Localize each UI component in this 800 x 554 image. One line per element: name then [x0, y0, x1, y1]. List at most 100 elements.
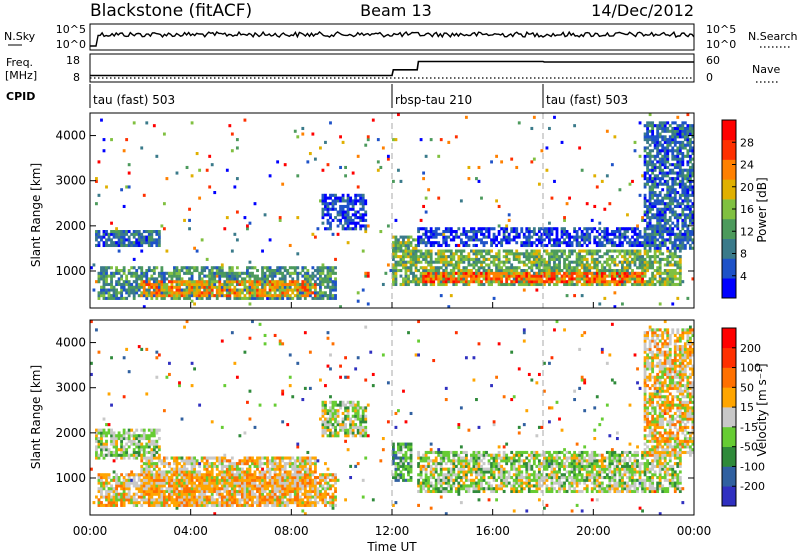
heatmap-cell: [215, 481, 219, 485]
heatmap-cell: [525, 263, 529, 267]
heatmap-cell: [170, 501, 174, 505]
heatmap-cell: [525, 243, 529, 248]
heatmap-cell: [162, 473, 166, 477]
heatmap-cell: [243, 459, 247, 463]
heatmap-cell: [495, 263, 498, 267]
heatmap-cell: [183, 462, 186, 466]
heatmap-cell: [228, 484, 232, 488]
heatmap-cell: [668, 191, 672, 195]
heatmap-cell: [160, 473, 164, 477]
heatmap-cell: [213, 280, 217, 284]
heatmap-cell: [633, 243, 637, 248]
heatmap-cell: [266, 456, 269, 460]
heatmap-cell: [271, 487, 275, 491]
heatmap-cell: [303, 282, 307, 287]
heatmap-cell: [490, 249, 493, 253]
heatmap-cell: [253, 274, 257, 278]
heatmap-cell: [321, 291, 325, 295]
heatmap-cell: [631, 235, 634, 239]
heatmap-cell: [178, 288, 181, 292]
heatmap-cell: [238, 271, 242, 275]
heatmap-cell: [482, 255, 486, 259]
heatmap-cell: [157, 271, 161, 275]
heatmap-cell: [615, 282, 619, 287]
heatmap-cell: [399, 241, 403, 245]
heatmap-cell: [578, 235, 582, 239]
heatmap-cell: [575, 277, 579, 281]
heatmap-cell: [487, 274, 491, 278]
heatmap-cell: [288, 296, 292, 300]
heatmap-cell: [663, 221, 667, 225]
heatmap-cell: [449, 294, 453, 298]
heatmap-cell: [678, 185, 682, 189]
heatmap-cell: [140, 464, 144, 468]
heatmap-cell: [137, 442, 141, 446]
heatmap-cell: [610, 243, 614, 248]
heatmap-cell: [273, 296, 277, 300]
heatmap-cell: [195, 489, 199, 494]
heatmap-cell: [152, 285, 156, 289]
freq-label: Freq.: [6, 56, 33, 69]
heatmap-cell: [663, 224, 667, 228]
heatmap-cell: [376, 160, 380, 164]
heatmap-cell: [198, 296, 202, 300]
heatmap-cell: [464, 266, 468, 270]
heatmap-cell: [392, 138, 395, 142]
heatmap-cell: [673, 241, 677, 245]
heatmap-cell: [185, 492, 189, 496]
heatmap-cell: [688, 182, 692, 186]
heatmap-cell: [301, 291, 305, 295]
heatmap-cell: [321, 277, 325, 281]
heatmap-cell: [550, 252, 554, 256]
heatmap-cell: [666, 255, 670, 259]
heatmap-cell: [595, 230, 599, 234]
heatmap-cell: [417, 238, 420, 242]
heatmap-cell: [120, 282, 124, 287]
heatmap-cell: [246, 501, 249, 505]
heatmap-cell: [135, 484, 139, 488]
heatmap-cell: [173, 478, 176, 482]
heatmap-cell: [203, 473, 207, 477]
heatmap-cell: [228, 296, 232, 300]
heatmap-cell: [288, 274, 292, 278]
heatmap-cell: [115, 487, 118, 491]
heatmap-cell: [175, 478, 179, 482]
heatmap-cell: [145, 464, 149, 468]
heatmap-cell: [241, 291, 244, 295]
heatmap-cell: [626, 257, 629, 261]
heatmap-cell: [105, 266, 108, 270]
heatmap-cell: [658, 121, 662, 125]
heatmap-cell: [100, 434, 103, 438]
heatmap-cell: [175, 492, 179, 496]
heatmap-cell: [301, 132, 305, 136]
heatmap-cell: [233, 467, 237, 471]
heatmap-cell: [673, 269, 677, 273]
heatmap-cell: [595, 271, 599, 275]
heatmap-cell: [210, 294, 214, 298]
heatmap-cell: [256, 296, 259, 300]
heatmap-cell: [673, 199, 677, 203]
heatmap-cell: [140, 280, 144, 284]
heatmap-cell: [263, 503, 267, 507]
heatmap-cell: [686, 296, 690, 300]
heatmap-cell: [598, 260, 602, 264]
heatmap-cell: [208, 280, 212, 284]
heatmap-cell: [540, 241, 544, 245]
heatmap-cell: [475, 230, 478, 234]
heatmap-cell: [145, 230, 149, 234]
heatmap-cell: [248, 277, 252, 281]
heatmap-cell: [646, 216, 649, 220]
heatmap-cell: [671, 210, 675, 214]
heatmap-cell: [261, 481, 264, 485]
heatmap-cell: [205, 296, 209, 300]
heatmap-cell: [193, 464, 196, 468]
heatmap-cell: [243, 470, 247, 474]
heatmap-cell: [422, 232, 426, 236]
heatmap-cell: [107, 431, 111, 435]
heatmap-cell: [608, 249, 612, 253]
heatmap-cell: [419, 271, 423, 275]
heatmap-cell: [256, 501, 259, 505]
heatmap-cell: [530, 266, 534, 270]
heatmap-cell: [402, 235, 405, 239]
heatmap-cell: [157, 282, 161, 287]
